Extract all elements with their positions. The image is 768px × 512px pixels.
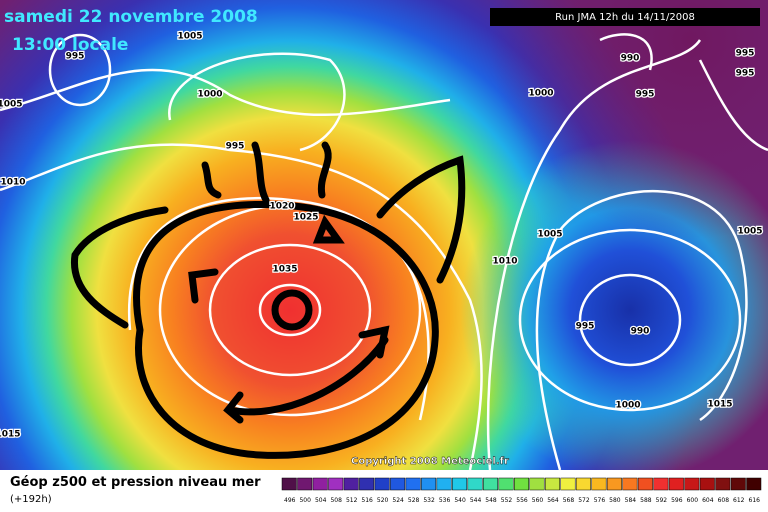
legend-swatch <box>529 477 545 491</box>
isobar-label: 995 <box>636 90 655 100</box>
legend-swatch <box>544 477 560 491</box>
legend-swatch <box>514 477 529 491</box>
legend-swatch <box>606 477 622 491</box>
legend-swatch <box>746 477 762 491</box>
isobar-label: 1000 <box>615 401 640 411</box>
legend-label: 568 <box>563 497 575 504</box>
isobar-label: 1015 <box>0 430 21 440</box>
legend-label: 496 <box>284 497 296 504</box>
isobar-label: 1000 <box>528 89 553 99</box>
legend-label: 520 <box>377 497 389 504</box>
legend-swatch <box>421 477 437 491</box>
legend-label: 584 <box>625 497 637 504</box>
legend-swatch <box>343 477 359 491</box>
isobar-label: 1005 <box>177 32 202 42</box>
legend-swatch <box>328 477 344 491</box>
isobar-label: 1035 <box>272 265 297 275</box>
legend-swatch <box>374 477 390 491</box>
time: 13:00 locale <box>12 35 128 55</box>
legend-swatch <box>483 477 499 491</box>
isobar-label: 1005 <box>537 230 562 240</box>
legend-swatch <box>359 477 375 491</box>
footer-lead: (+192h) <box>10 494 52 505</box>
legend-label: 592 <box>656 497 668 504</box>
isobar-label: 1010 <box>492 257 517 267</box>
legend-label: 596 <box>671 497 683 504</box>
legend-swatch <box>312 477 328 491</box>
legend-swatch <box>560 477 576 491</box>
isobar-label: 1000 <box>197 90 222 100</box>
isobar-label: 1020 <box>269 202 294 212</box>
legend-label: 576 <box>594 497 606 504</box>
copyright: Copyright 2008 Meteociel.fr <box>351 456 509 467</box>
isobar-label: 995 <box>576 322 595 332</box>
run-box <box>490 8 760 26</box>
legend-swatch <box>390 477 406 491</box>
legend-label: 608 <box>718 497 730 504</box>
legend-label: 528 <box>408 497 420 504</box>
legend-label: 552 <box>501 497 513 504</box>
isobar-label: 995 <box>736 69 755 79</box>
legend-label: 540 <box>454 497 466 504</box>
legend-swatch <box>653 477 669 491</box>
legend-label: 604 <box>702 497 714 504</box>
legend-swatch <box>699 477 715 491</box>
legend-label: 600 <box>687 497 699 504</box>
isobar-label: 990 <box>631 327 650 337</box>
legend-label: 564 <box>547 497 559 504</box>
legend-label: 556 <box>516 497 528 504</box>
legend-label: 588 <box>640 497 652 504</box>
legend-swatch <box>575 477 591 491</box>
legend-swatch <box>297 477 313 491</box>
legend-label: 524 <box>392 497 404 504</box>
legend-swatch <box>715 477 731 491</box>
legend-label: 516 <box>361 497 373 504</box>
isobar-label: 990 <box>621 54 640 64</box>
isobar-label: 1015 <box>707 400 732 410</box>
legend-label: 616 <box>749 497 761 504</box>
legend-label: 580 <box>609 497 621 504</box>
legend-swatch <box>436 477 452 491</box>
legend-label: 548 <box>485 497 497 504</box>
legend-swatch <box>281 477 297 491</box>
legend-swatch <box>467 477 483 491</box>
legend-swatch <box>591 477 607 491</box>
legend-swatch <box>668 477 684 491</box>
legend-label: 532 <box>423 497 435 504</box>
isobar-label: 1005 <box>0 100 23 110</box>
legend-label: 544 <box>470 497 482 504</box>
date: samedi 22 novembre 2008 <box>4 7 258 27</box>
legend-label: 508 <box>330 497 342 504</box>
legend-label: 536 <box>439 497 451 504</box>
legend-label: 572 <box>578 497 590 504</box>
legend-label: 512 <box>346 497 358 504</box>
isobar-label: 1005 <box>737 227 762 237</box>
isobar-label: 995 <box>66 52 85 62</box>
legend-label: 612 <box>733 497 745 504</box>
legend-swatch <box>730 477 746 491</box>
footer <box>0 470 768 512</box>
footer-title: Géop z500 et pression niveau mer <box>10 475 261 490</box>
legend-label: 500 <box>299 497 311 504</box>
legend-label: 560 <box>532 497 544 504</box>
isobar-label: 1010 <box>0 178 25 188</box>
run-label: Run JMA 12h du 14/11/2008 <box>555 12 695 23</box>
legend-swatch <box>498 477 514 491</box>
legend-label: 504 <box>315 497 327 504</box>
legend-swatch <box>622 477 638 491</box>
legend-swatch <box>405 477 421 491</box>
legend-swatch <box>684 477 700 491</box>
isobar-label: 1025 <box>293 213 318 223</box>
legend-swatch <box>637 477 653 491</box>
legend-swatch <box>452 477 468 491</box>
isobar-label: 995 <box>226 142 245 152</box>
isobar-label: 995 <box>736 49 755 59</box>
doodle <box>70 141 466 459</box>
